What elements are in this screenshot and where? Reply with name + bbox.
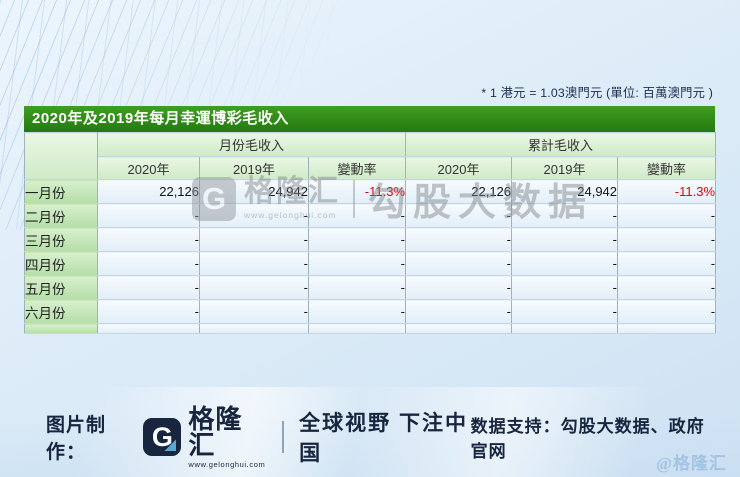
value-cell: 22,126 bbox=[405, 179, 513, 204]
group-header-cumulative: 累計毛收入 bbox=[405, 132, 717, 157]
month-cell: 一月份 bbox=[24, 179, 98, 204]
change-cell: - bbox=[617, 227, 717, 252]
footer-brand: 格隆汇 www.gelonghui.com bbox=[188, 406, 265, 469]
value-cell: - bbox=[405, 275, 513, 300]
table-row-february: 二月份 - - - - - - bbox=[24, 203, 717, 228]
value-cell: - bbox=[97, 251, 200, 276]
footer-brand-url: www.gelonghui.com bbox=[188, 459, 266, 469]
col-header-monthly-2020: 2020年 bbox=[97, 156, 200, 180]
footer-brand-name: 格隆汇 bbox=[188, 403, 243, 460]
value-cell: - bbox=[511, 203, 619, 228]
corner-watermark: @格隆汇 bbox=[656, 454, 727, 473]
col-header-monthly-2019: 2019年 bbox=[199, 156, 309, 180]
value-cell: - bbox=[511, 251, 619, 276]
table-title: 2020年及2019年每月幸運博彩毛收入 bbox=[24, 106, 715, 132]
revenue-table: 月份毛收入 累計毛收入 2020年 2019年 變動率 2020年 2019年 … bbox=[24, 132, 717, 334]
month-column-header bbox=[24, 132, 98, 180]
value-cell: - bbox=[97, 227, 200, 252]
value-cell: 24,942 bbox=[199, 179, 309, 204]
gelonghui-logo-icon: G bbox=[143, 418, 182, 456]
change-cell: - bbox=[307, 227, 407, 252]
value-cell: - bbox=[199, 203, 309, 228]
col-header-cumulative-2019: 2019年 bbox=[511, 156, 619, 180]
value-cell: - bbox=[199, 251, 309, 276]
value-cell: - bbox=[199, 299, 309, 324]
change-cell: - bbox=[617, 203, 717, 228]
month-cell: 四月份 bbox=[24, 251, 98, 276]
value-cell: - bbox=[199, 275, 309, 300]
value-cell: - bbox=[405, 299, 513, 324]
footer: 图片制作： G 格隆汇 www.gelonghui.com 全球视野 下注中国 … bbox=[0, 406, 740, 469]
footer-data-source: 数据支持：勾股大数据、政府官网 bbox=[470, 417, 705, 461]
logo-letter: G bbox=[151, 422, 173, 452]
value-cell: - bbox=[97, 275, 200, 300]
table-row-march: 三月份 - - - - - - bbox=[24, 227, 717, 252]
sub-header-row: 2020年 2019年 變動率 2020年 2019年 變動率 bbox=[25, 156, 717, 180]
footer-divider bbox=[282, 421, 285, 453]
unit-note: * 1 港元 = 1.03澳門元 (單位: 百萬澳門元 ) bbox=[481, 86, 713, 100]
month-cell: 六月份 bbox=[24, 299, 98, 324]
value-cell: - bbox=[97, 299, 200, 324]
value-cell: - bbox=[511, 275, 619, 300]
revenue-table-panel: 2020年及2019年每月幸運博彩毛收入 月份毛收入 累計毛收入 2020年 2… bbox=[24, 106, 717, 334]
change-cell: - bbox=[307, 299, 407, 324]
change-cell: - bbox=[617, 251, 717, 276]
change-cell: - bbox=[307, 251, 407, 276]
value-cell: - bbox=[405, 203, 513, 228]
value-cell: - bbox=[199, 227, 309, 252]
month-cell: 三月份 bbox=[24, 227, 98, 252]
table-row-january: 一月份 22,126 24,942 -11.3% 22,126 24,942 -… bbox=[24, 179, 717, 204]
change-cell: - bbox=[307, 203, 407, 228]
change-cell: - bbox=[617, 275, 717, 300]
table-row-may: 五月份 - - - - - - bbox=[24, 275, 717, 300]
footer-slogan: 全球视野 下注中国 bbox=[299, 412, 468, 465]
value-cell: 22,126 bbox=[97, 179, 200, 204]
change-cell: - bbox=[617, 299, 717, 324]
value-cell: - bbox=[97, 203, 200, 228]
table-row-june: 六月份 - - - - - - bbox=[24, 299, 717, 324]
change-cell: - bbox=[307, 275, 407, 300]
col-header-cumulative-change: 變動率 bbox=[617, 156, 717, 180]
footer-credit-label: 图片制作： bbox=[46, 415, 107, 463]
col-header-monthly-change: 變動率 bbox=[307, 156, 407, 180]
group-header-monthly: 月份毛收入 bbox=[96, 132, 407, 157]
change-cell: -11.3% bbox=[617, 179, 717, 204]
background-pattern-bottom bbox=[0, 387, 740, 477]
col-header-cumulative-2020: 2020年 bbox=[405, 156, 513, 180]
change-cell: -11.3% bbox=[307, 179, 407, 204]
table-spacer-row bbox=[24, 323, 717, 334]
month-cell: 五月份 bbox=[24, 275, 98, 300]
value-cell: - bbox=[405, 227, 513, 252]
value-cell: 24,942 bbox=[511, 179, 619, 204]
group-header-row: 月份毛收入 累計毛收入 bbox=[24, 132, 717, 180]
value-cell: - bbox=[511, 227, 619, 252]
value-cell: - bbox=[405, 251, 513, 276]
table-row-april: 四月份 - - - - - - bbox=[24, 251, 717, 276]
value-cell: - bbox=[511, 299, 619, 324]
month-cell: 二月份 bbox=[24, 203, 98, 228]
